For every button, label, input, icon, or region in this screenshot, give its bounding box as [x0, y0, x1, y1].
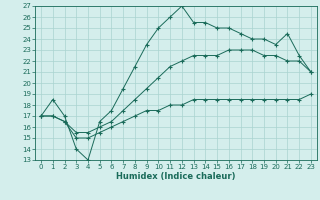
X-axis label: Humidex (Indice chaleur): Humidex (Indice chaleur): [116, 172, 236, 181]
